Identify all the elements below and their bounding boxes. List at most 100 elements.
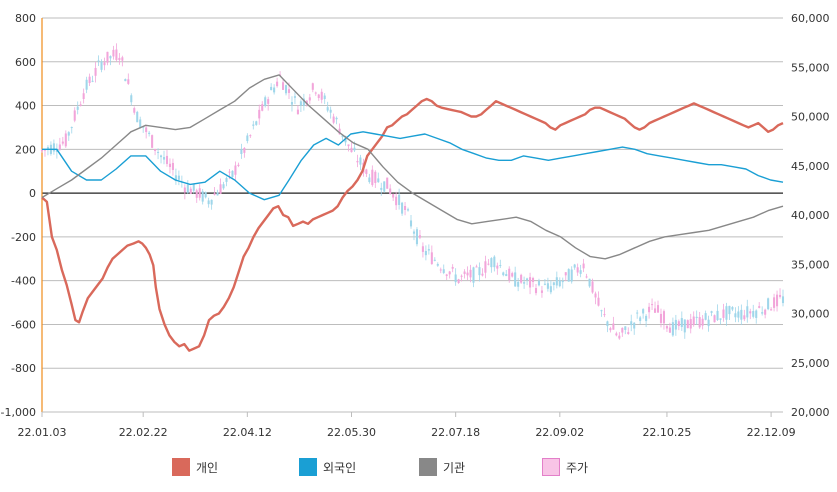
price-candle [537, 280, 541, 286]
y-right-tick-label: 20,000 [791, 406, 830, 419]
price-candle [633, 322, 636, 329]
legend-item-individual[interactable]: 개인 [172, 456, 218, 478]
price-candle [585, 276, 588, 278]
price-candle [258, 109, 261, 119]
price-candle [472, 267, 475, 283]
price-candle [460, 275, 463, 277]
price-candle [210, 199, 213, 205]
x-tick-label: 22.05.30 [327, 426, 376, 439]
price-candle [555, 277, 558, 286]
price-candle [692, 316, 695, 325]
price-candle [234, 165, 237, 175]
y-left-tick-label: -400 [11, 275, 36, 288]
series-line-institution [41, 74, 784, 260]
price-candle [219, 184, 222, 194]
price-candle [284, 85, 288, 94]
price-candle [377, 178, 380, 183]
price-candle [659, 313, 663, 323]
price-candle [40, 150, 44, 152]
price-candle [91, 80, 94, 82]
price-candle [335, 117, 338, 120]
price-candle [270, 86, 273, 91]
price-candle [502, 272, 505, 276]
price-candle [308, 97, 311, 101]
price-candle [770, 309, 773, 311]
price-candle [642, 309, 645, 314]
price-candle [162, 157, 166, 160]
price-candle [317, 94, 320, 98]
price-candle [439, 269, 442, 271]
price-candle [380, 187, 383, 190]
price-candle [475, 266, 478, 268]
price-candle [612, 323, 615, 330]
price-candle [118, 57, 121, 60]
x-tick-label: 22.09.02 [535, 426, 584, 439]
y-left-tick-label: 600 [15, 56, 36, 69]
price-candle [216, 192, 219, 196]
legend-swatch-individual [172, 458, 190, 476]
x-tick-label: 22.07.18 [431, 426, 480, 439]
y-left-tick-label: 800 [15, 12, 36, 25]
price-candle [192, 183, 195, 191]
price-candle [677, 321, 680, 327]
price-candle [186, 184, 189, 193]
price-candle [665, 326, 668, 329]
price-candle [213, 193, 216, 195]
price-candle [773, 297, 776, 308]
price-candle [564, 272, 567, 276]
price-candle [731, 307, 734, 310]
price-candle [776, 294, 779, 307]
price-candle [728, 305, 731, 315]
price-candle [436, 263, 439, 266]
price-candle [606, 321, 609, 327]
price-candle [82, 93, 85, 100]
price-candle [701, 318, 704, 326]
legend-label-stock-price: 주가 [566, 460, 589, 475]
price-candle [526, 278, 529, 281]
price-candle [570, 269, 573, 282]
price-candle [124, 79, 127, 82]
price-candle [662, 311, 666, 324]
price-candle [409, 220, 413, 227]
price-candle [743, 315, 746, 320]
x-tick-label: 22.12.09 [747, 426, 796, 439]
y-left-tick-label: 400 [15, 100, 36, 113]
series-line-individual [41, 97, 784, 352]
price-candle [499, 265, 502, 267]
price-candle [121, 57, 124, 61]
price-candle [314, 92, 317, 94]
price-candle [737, 311, 740, 318]
price-candle [383, 181, 386, 192]
price-candle [698, 317, 701, 328]
chart-legend: 개인 외국인 기관 주가 [0, 456, 837, 480]
price-candle [142, 126, 145, 128]
price-candle [496, 265, 499, 269]
price-candle [401, 202, 404, 214]
price-candle [752, 311, 755, 317]
price-candle [189, 188, 192, 194]
price-candle [546, 283, 549, 289]
price-candle [371, 169, 374, 186]
price-candle [183, 187, 186, 193]
legend-item-stock-price[interactable]: 주가 [542, 456, 588, 478]
price-candle [421, 246, 424, 252]
price-candle [64, 133, 67, 147]
price-candle [338, 128, 341, 135]
price-candle [133, 108, 136, 113]
y-right-tick-label: 55,000 [791, 61, 830, 74]
price-candle [154, 149, 157, 151]
price-candle [165, 155, 169, 164]
price-candle [630, 321, 633, 326]
legend-item-foreign[interactable]: 외국인 [299, 456, 356, 478]
price-candle [469, 269, 472, 278]
price-candle [97, 60, 100, 62]
price-candle [713, 315, 716, 323]
price-candle [749, 311, 752, 314]
price-candle [368, 177, 371, 183]
legend-item-institution[interactable]: 기관 [419, 456, 465, 478]
price-candle [130, 95, 133, 103]
price-candle [552, 282, 555, 286]
price-candle [347, 144, 350, 147]
